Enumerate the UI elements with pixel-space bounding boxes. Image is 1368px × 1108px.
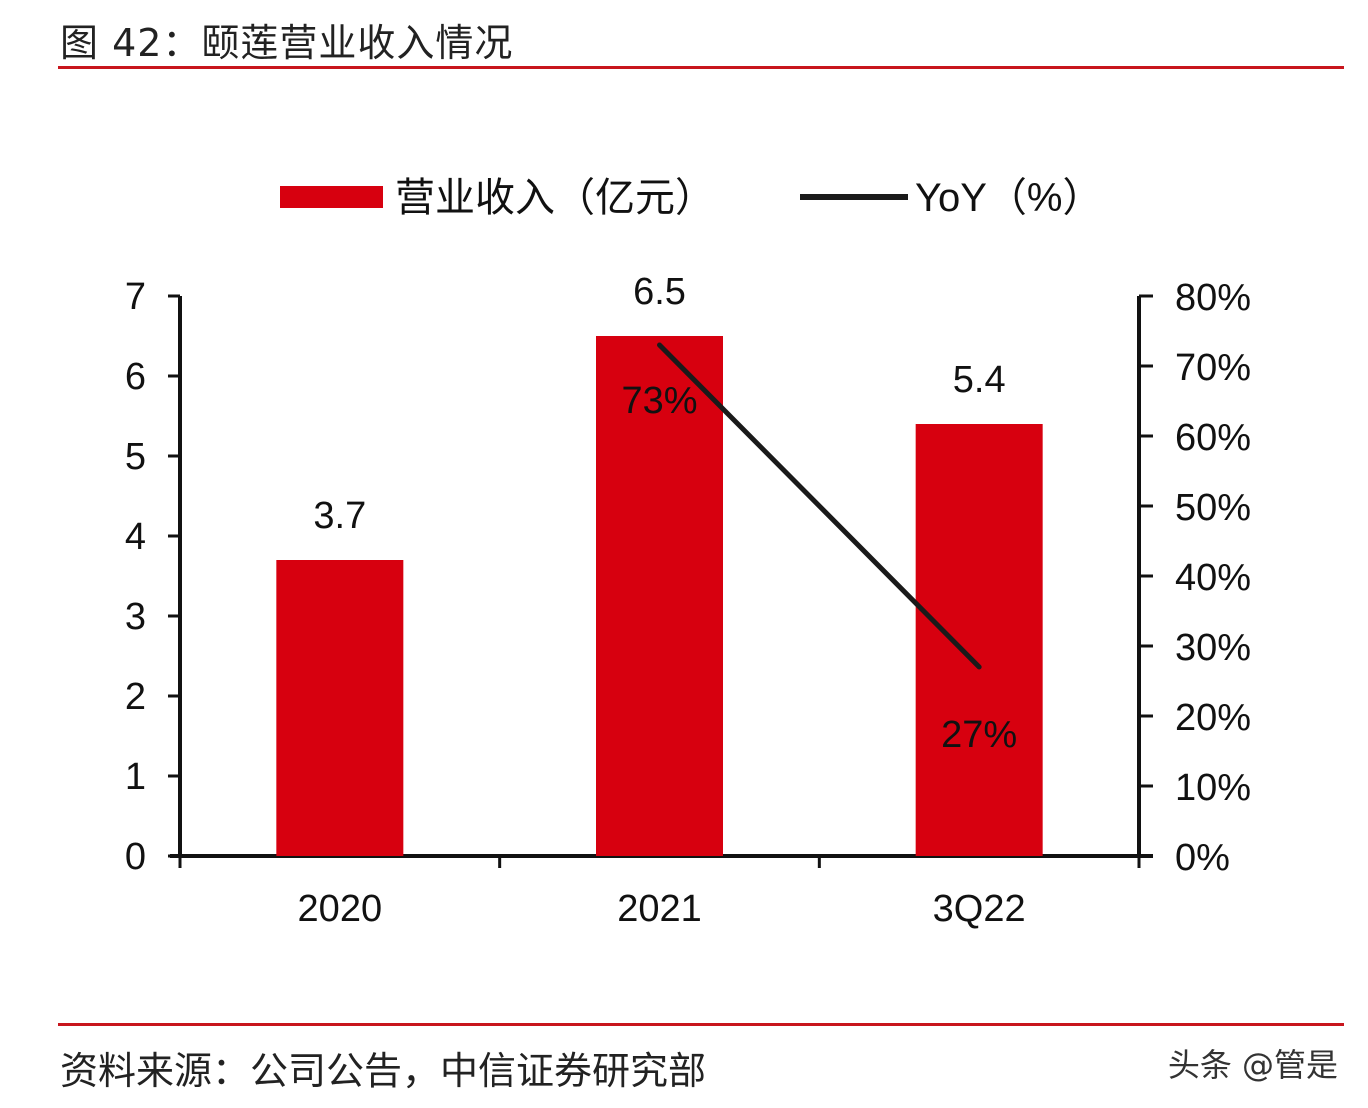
- bottom-divider: [58, 1023, 1344, 1026]
- y-left-tick-label: 2: [125, 676, 146, 718]
- data-labels: 3.7 6.5 5.4 73% 27%: [313, 271, 1017, 756]
- top-divider: [58, 66, 1344, 69]
- y-right-tick-label: 70%: [1175, 347, 1251, 389]
- legend-label-revenue: 营业收入（亿元）: [395, 176, 715, 220]
- y-right-tick-label: 50%: [1175, 487, 1251, 529]
- legend-label-yoy: YoY（%）: [915, 176, 1103, 220]
- bar-series: [276, 336, 1043, 856]
- y-left-tick-label: 7: [125, 276, 146, 318]
- bar-2021: [596, 336, 723, 856]
- figure-title: 图 42：颐莲营业收入情况: [60, 21, 514, 65]
- y-left-tick-label: 1: [125, 756, 146, 798]
- legend-swatch-revenue: [280, 186, 383, 208]
- yoy-value-label: 73%: [621, 380, 697, 422]
- x-tick-label: 2020: [298, 888, 383, 930]
- yoy-value-label: 27%: [941, 714, 1017, 756]
- y-left-tick-label: 3: [125, 596, 146, 638]
- x-tick-label: 3Q22: [933, 888, 1026, 930]
- bar-2020: [276, 560, 404, 856]
- bar-value-label: 6.5: [633, 271, 686, 313]
- y-left-tick-label: 6: [125, 356, 146, 398]
- yoy-series: [657, 342, 982, 670]
- y-right-tick-label: 60%: [1175, 417, 1251, 459]
- yoy-line: [657, 342, 982, 670]
- y-right-tick-label: 20%: [1175, 697, 1251, 739]
- y-right-tick-label: 40%: [1175, 557, 1251, 599]
- bar-value-label: 5.4: [953, 359, 1006, 401]
- watermark: 头条 @管是: [1167, 1046, 1338, 1084]
- bar-value-label: 3.7: [313, 495, 366, 537]
- y-right-tick-label: 80%: [1175, 277, 1251, 319]
- y-left-tick-label: 5: [125, 436, 146, 478]
- revenue-chart: 营业收入（亿元） YoY（%） 012345670%10%20%30%40%50…: [125, 176, 1251, 930]
- y-right-tick-label: 30%: [1175, 627, 1251, 669]
- chart-legend: 营业收入（亿元） YoY（%）: [280, 176, 1103, 220]
- y-right-tick-label: 10%: [1175, 767, 1251, 809]
- source-note: 资料来源：公司公告，中信证券研究部: [60, 1049, 707, 1093]
- y-left-tick-label: 0: [125, 836, 146, 878]
- y-left-tick-label: 4: [125, 516, 146, 558]
- bar-3Q22: [915, 424, 1043, 856]
- y-right-tick-label: 0%: [1175, 837, 1230, 879]
- x-tick-label: 2021: [617, 888, 702, 930]
